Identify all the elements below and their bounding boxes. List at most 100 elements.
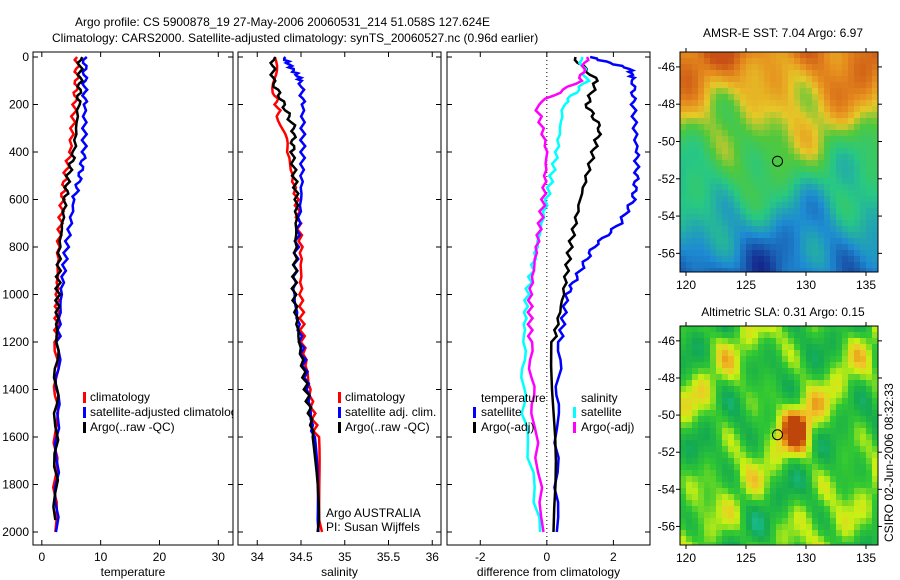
map-cell	[728, 202, 734, 208]
map-cell	[860, 64, 866, 70]
map-cell	[818, 88, 824, 94]
map-cell	[824, 404, 830, 410]
map-title: AMSR-E SST: 7.04 Argo: 6.97	[703, 26, 863, 40]
map-cell	[812, 404, 818, 410]
map-cell	[770, 268, 776, 272]
map-cell	[854, 470, 860, 476]
map-cell	[710, 500, 716, 506]
map-cell	[830, 440, 836, 446]
map-cell	[710, 434, 716, 440]
map-cell	[686, 136, 692, 142]
map-cell	[818, 130, 824, 136]
map-cell	[686, 506, 692, 512]
map-cell	[848, 392, 854, 398]
map-cell	[716, 142, 722, 148]
map-cell	[824, 130, 830, 136]
map-cell	[734, 398, 740, 404]
map-cell	[800, 244, 806, 250]
map-cell	[794, 416, 800, 422]
map-cell	[758, 88, 764, 94]
map-cell	[770, 226, 776, 232]
map-cell	[758, 70, 764, 76]
map-cell	[824, 214, 830, 220]
map-cell	[854, 524, 860, 530]
map-cell	[770, 130, 776, 136]
map-cell	[740, 374, 746, 380]
map-cell	[812, 142, 818, 148]
map-cell	[806, 142, 812, 148]
map-cell	[770, 82, 776, 88]
map-cell	[818, 250, 824, 256]
map-cell	[836, 88, 842, 94]
map-cell	[722, 422, 728, 428]
map-cell	[722, 488, 728, 494]
map-cell	[704, 196, 710, 202]
map-cell	[704, 518, 710, 524]
map-cell	[770, 524, 776, 530]
map-cell	[740, 428, 746, 434]
map-cell	[782, 392, 788, 398]
map-cell	[698, 100, 704, 106]
map-cell	[830, 100, 836, 106]
map-cell	[686, 374, 692, 380]
map-cell	[692, 332, 698, 338]
map-cell	[698, 256, 704, 262]
map-cell	[680, 398, 686, 404]
map-cell	[746, 386, 752, 392]
map-cell	[812, 82, 818, 88]
map-cell	[746, 518, 752, 524]
map-cell	[812, 112, 818, 118]
map-cell	[872, 464, 878, 470]
map-cell	[758, 130, 764, 136]
map-cell	[710, 262, 716, 268]
map-cell	[866, 338, 872, 344]
map-cell	[818, 476, 824, 482]
map-cell	[770, 452, 776, 458]
y-tick-label: 0	[22, 50, 29, 64]
map-cell	[698, 202, 704, 208]
map-cell	[854, 344, 860, 350]
map-cell	[692, 70, 698, 76]
map-cell	[734, 226, 740, 232]
map-cell	[716, 374, 722, 380]
map-cell	[818, 58, 824, 64]
map-cell	[710, 196, 716, 202]
map-cell	[722, 392, 728, 398]
map-cell	[722, 332, 728, 338]
map-cell	[872, 458, 878, 464]
map-cell	[812, 220, 818, 226]
map-cell	[758, 386, 764, 392]
map-cell	[824, 524, 830, 530]
map-cell	[788, 214, 794, 220]
map-cell	[758, 404, 764, 410]
map-cell	[794, 136, 800, 142]
map-cell	[824, 100, 830, 106]
map-cell	[854, 130, 860, 136]
map-cell	[806, 542, 812, 545]
map-cell	[680, 446, 686, 452]
map-cell	[686, 512, 692, 518]
map-cell	[680, 262, 686, 268]
map-cell	[710, 404, 716, 410]
map-cell	[698, 368, 704, 374]
map-cell	[776, 344, 782, 350]
map-cell	[698, 172, 704, 178]
map-cell	[776, 482, 782, 488]
map-cell	[806, 238, 812, 244]
map-cell	[860, 178, 866, 184]
map-cell	[758, 172, 764, 178]
map-cell	[776, 530, 782, 536]
map-cell	[710, 154, 716, 160]
map-cell	[842, 220, 848, 226]
map-cell	[698, 422, 704, 428]
y-tick-label: 600	[9, 193, 29, 207]
map-cell	[704, 356, 710, 362]
map-cell	[776, 422, 782, 428]
map-cell	[746, 232, 752, 238]
map-cell	[752, 476, 758, 482]
map-cell	[830, 124, 836, 130]
map-cell	[764, 208, 770, 214]
map-cell	[776, 52, 782, 58]
map-cell	[692, 398, 698, 404]
map-cell	[788, 250, 794, 256]
